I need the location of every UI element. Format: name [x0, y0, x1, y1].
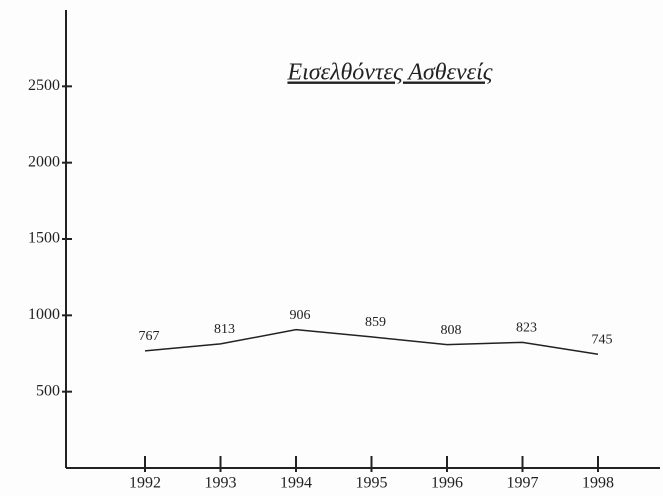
y-tick-label: 2000 — [28, 153, 60, 170]
x-tick-label: 1998 — [582, 475, 614, 492]
x-tick-label: 1997 — [507, 475, 539, 492]
x-tick-label: 1994 — [280, 475, 312, 492]
data-label: 859 — [365, 315, 386, 330]
data-label: 906 — [290, 308, 311, 323]
data-line — [144, 328, 599, 356]
x-tick-label: 1996 — [431, 475, 463, 492]
y-tick-label: 2500 — [28, 77, 60, 94]
data-label: 745 — [592, 332, 613, 347]
x-tick-label: 1993 — [205, 475, 237, 492]
chart-title: Εισελθόντες Ασθενείς — [286, 60, 492, 86]
x-tick-label: 1995 — [356, 475, 388, 492]
y-tick-label: 1000 — [28, 306, 60, 323]
data-label: 813 — [214, 322, 235, 337]
data-label: 767 — [139, 329, 160, 344]
x-tick-label: 1992 — [129, 475, 161, 492]
data-label: 808 — [441, 323, 462, 338]
data-label: 823 — [516, 321, 537, 336]
y-tick-label: 1500 — [28, 230, 60, 247]
y-tick-label: 500 — [36, 382, 60, 399]
